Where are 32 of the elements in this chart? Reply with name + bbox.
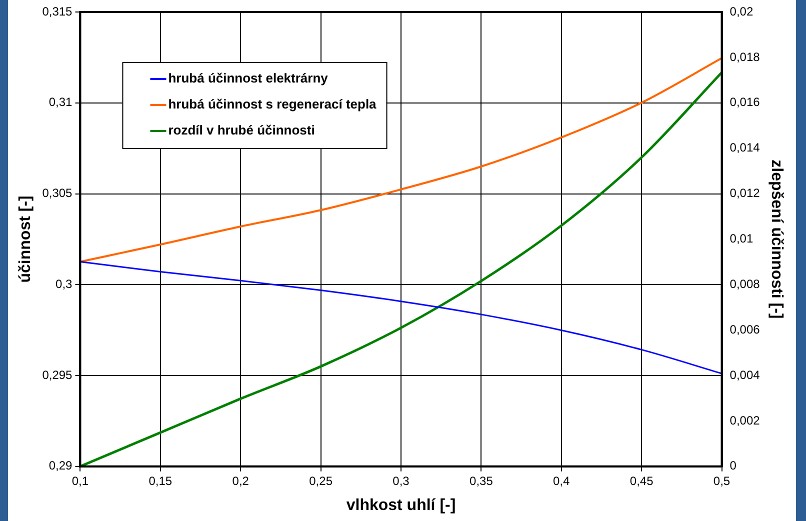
y-tick-label: 0,305 [42,186,73,200]
x-axis-title: vlhkost uhlí [-] [346,496,456,514]
y2-axis-title: zlepšení účinnosti [-] [768,160,785,319]
legend-label: hrubá účinnost s regenerací tepla [168,96,378,112]
legend-label: hrubá účinnost elektrárny [168,70,329,86]
y2-tick-label: 0,02 [730,4,754,18]
y2-tick-label: 0,004 [730,368,760,382]
y-tick-label: 0,31 [48,95,73,110]
y2-tick-label: 0,006 [730,322,760,336]
y-tick-label: 0,315 [42,4,73,18]
y-tick-label: 0,295 [42,368,73,382]
y2-tick-label: 0,018 [730,50,760,64]
y-tick-label: 0,3 [56,276,73,291]
x-tick-label: 0,45 [630,474,654,488]
x-tick-label: 0,4 [553,474,570,488]
x-tick-label: 0,15 [148,474,172,488]
y-tick-label: 0,29 [48,458,73,473]
y2-tick-label: 0,012 [730,186,760,200]
y2-tick-label: 0,002 [730,413,760,428]
y-axis-title: účinnost [-] [17,196,34,283]
y2-tick-label: 0,008 [730,276,760,291]
x-tick-label: 0,1 [72,474,89,488]
legend-label: rozdíl v hrubé účinnosti [168,122,315,138]
x-tick-label: 0,5 [713,474,730,488]
x-tick-label: 0,2 [232,474,250,488]
x-tick-label: 0,25 [309,474,333,488]
y2-tick-label: 0,016 [730,95,760,110]
x-tick-label: 0,35 [470,474,494,488]
x-tick-label: 0,3 [392,474,410,488]
y2-tick-label: 0,01 [730,232,754,246]
y2-tick-label: 0 [730,458,737,473]
y2-tick-label: 0,014 [730,140,760,155]
